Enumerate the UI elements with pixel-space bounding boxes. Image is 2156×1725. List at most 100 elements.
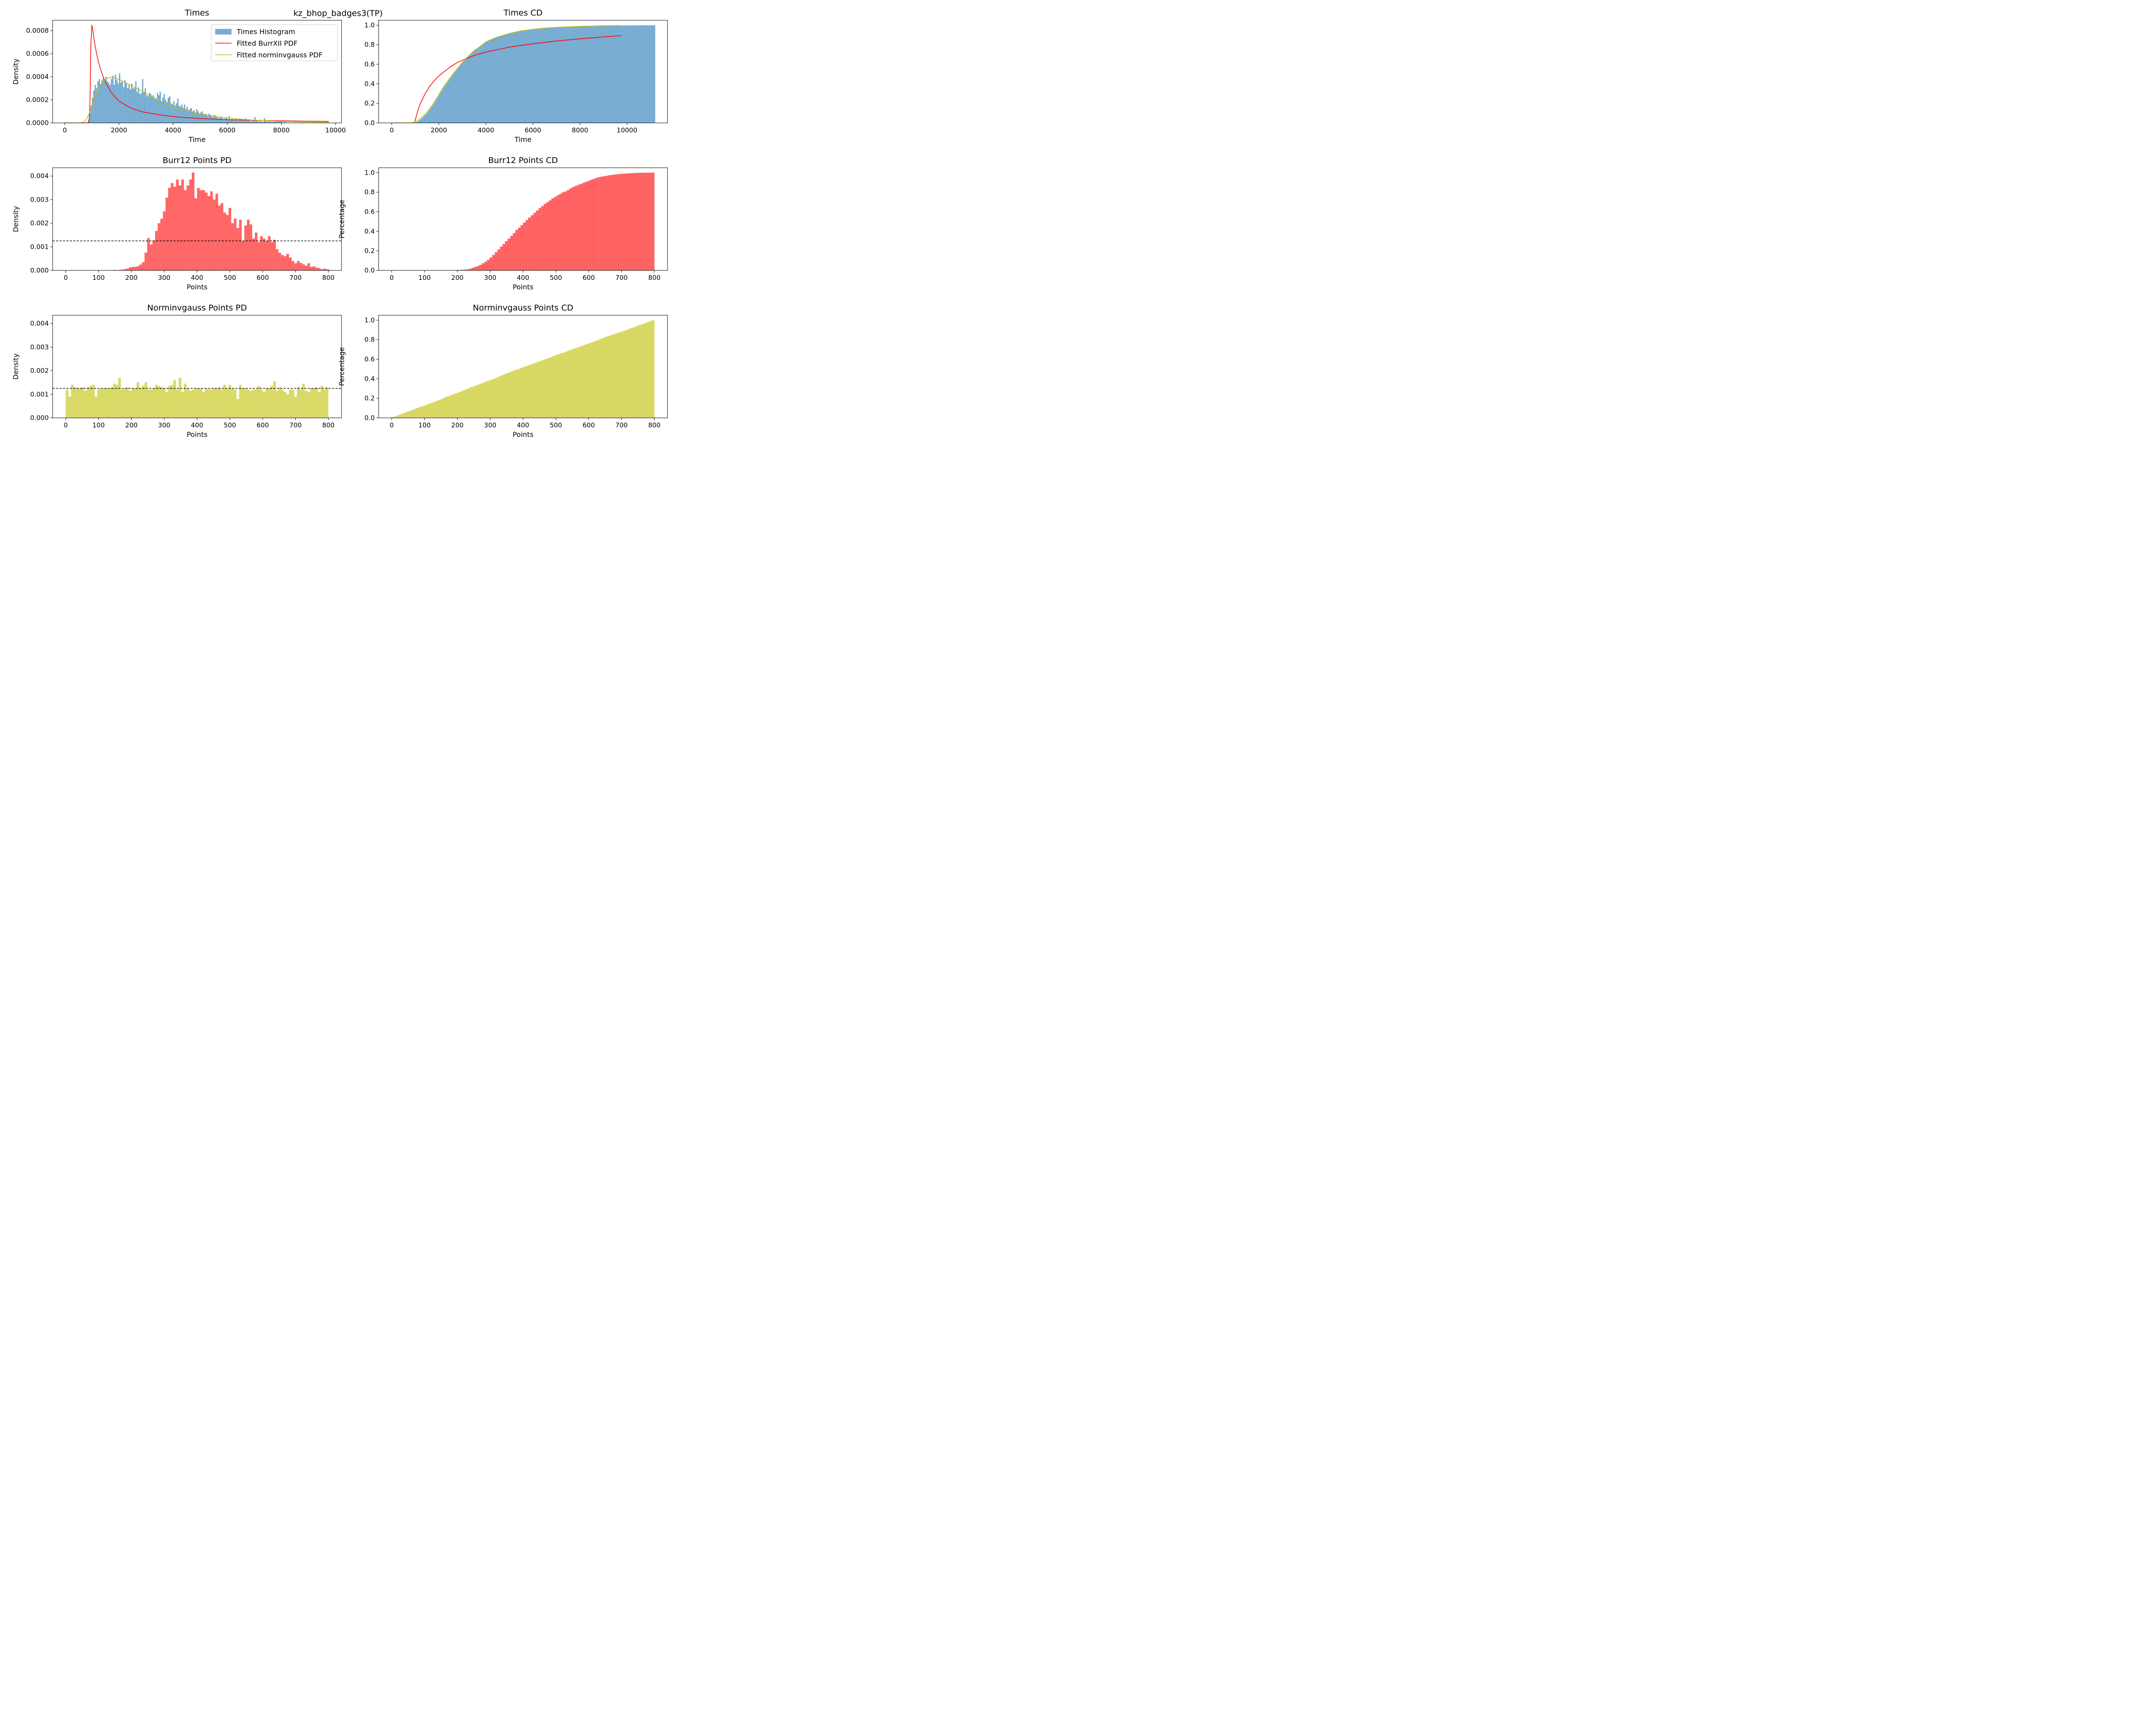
x-axis-label: Points <box>187 283 207 291</box>
series-line <box>65 77 329 123</box>
x-tick-label: 100 <box>418 421 431 429</box>
series-line <box>392 35 621 123</box>
histogram-bar <box>323 268 326 270</box>
histogram-bar <box>294 396 297 418</box>
histogram-bar <box>123 388 126 418</box>
cumulative-bar <box>620 332 623 418</box>
cumulative-bar <box>618 174 621 270</box>
histogram-bar <box>235 118 237 123</box>
plot-area <box>53 172 342 270</box>
x-tick-label: 2000 <box>431 126 447 134</box>
histogram-bar <box>154 98 156 123</box>
cumulative-bar <box>491 379 495 418</box>
cumulative-bar <box>591 342 594 418</box>
x-tick-label: 200 <box>125 274 138 282</box>
x-tick-label: 500 <box>224 421 236 429</box>
x-tick-label: 400 <box>517 274 530 282</box>
histogram-bar <box>191 172 194 270</box>
y-axis-label: Density <box>12 59 20 85</box>
histogram-bar <box>276 122 278 123</box>
histogram-bar <box>200 112 202 123</box>
cumulative-bar <box>598 177 601 270</box>
histogram-bar <box>284 256 287 270</box>
histogram-bar <box>213 388 216 418</box>
y-tick-label: 0.0008 <box>26 27 49 34</box>
y-tick-label: 1.0 <box>364 316 375 324</box>
histogram-bar <box>115 74 116 123</box>
cumulative-bar <box>589 343 592 418</box>
histogram-bar <box>122 81 123 123</box>
legend-label: Fitted norminvgauss PDF <box>237 51 323 59</box>
legend-swatch <box>215 29 232 34</box>
histogram-bar <box>186 185 189 270</box>
cumulative-bar <box>536 362 539 418</box>
histogram-bar <box>250 122 252 123</box>
histogram-bar <box>175 103 177 123</box>
y-axis-label: Percentage <box>338 200 346 238</box>
x-tick-label: 100 <box>92 421 105 429</box>
histogram-bar <box>210 191 213 270</box>
histogram-bar <box>246 120 248 123</box>
cumulative-bar <box>615 174 619 270</box>
cumulative-bar <box>543 204 547 270</box>
histogram-bar <box>229 385 232 418</box>
histogram-bar <box>100 388 103 418</box>
histogram-bar <box>318 392 321 418</box>
histogram-bar <box>216 117 218 123</box>
y-axis-label: Percentage <box>338 347 346 386</box>
histogram-bar <box>104 80 106 123</box>
histogram-bar <box>89 112 91 123</box>
y-tick-label: 0.000 <box>30 414 49 422</box>
cumulative-bar <box>564 191 567 270</box>
histogram-bar <box>152 388 155 418</box>
x-tick-label: 800 <box>322 421 335 429</box>
cumulative-bar <box>596 340 599 418</box>
histogram-bar <box>101 80 103 123</box>
histogram-bar <box>168 386 171 418</box>
cumulative-bar <box>556 195 559 270</box>
cumulative-bar <box>608 175 611 270</box>
cumulative-bar <box>533 213 536 270</box>
cumulative-bar <box>538 208 542 270</box>
x-tick-label: 8000 <box>572 126 588 134</box>
cumulative-bar <box>484 261 487 270</box>
histogram-bar <box>205 113 207 123</box>
histogram-bar <box>148 93 150 123</box>
cumulative-bar <box>481 383 484 418</box>
histogram-bar <box>234 218 237 270</box>
histogram-bar <box>236 120 238 123</box>
x-axis-label: Points <box>513 430 533 439</box>
histogram-bar <box>173 101 175 123</box>
histogram-bar <box>249 224 252 270</box>
histogram-bar <box>226 117 228 123</box>
histogram-bar <box>279 122 280 123</box>
cumulative-bar <box>554 197 557 270</box>
histogram-bar <box>194 112 196 123</box>
histogram-bar <box>178 105 180 123</box>
histogram-bar <box>243 120 245 123</box>
cumulative-bar <box>489 380 492 418</box>
cumulative-bar <box>541 360 545 418</box>
histogram-bar <box>132 88 134 123</box>
histogram-bar <box>315 387 318 418</box>
cumulative-bar <box>439 399 442 418</box>
histogram-bar <box>113 383 116 418</box>
histogram-bar <box>189 179 192 270</box>
cumulative-bar <box>508 238 511 270</box>
histogram-bar <box>276 391 279 418</box>
histogram-bar <box>100 84 102 123</box>
histogram-bar <box>98 79 100 123</box>
histogram-bar <box>113 85 115 123</box>
histogram-bar <box>266 122 268 123</box>
cumulative-bar <box>551 198 554 270</box>
histogram-bar <box>320 386 323 418</box>
y-axis-label: Density <box>12 206 20 232</box>
histogram-bar <box>273 239 276 270</box>
histogram-bar <box>277 122 279 123</box>
histogram-bar <box>121 389 124 418</box>
histogram-bar <box>219 117 221 123</box>
cumulative-bar <box>580 184 583 270</box>
cumulative-bar <box>497 377 500 418</box>
histogram-bar <box>268 120 270 123</box>
cumulative-bar <box>428 403 432 418</box>
